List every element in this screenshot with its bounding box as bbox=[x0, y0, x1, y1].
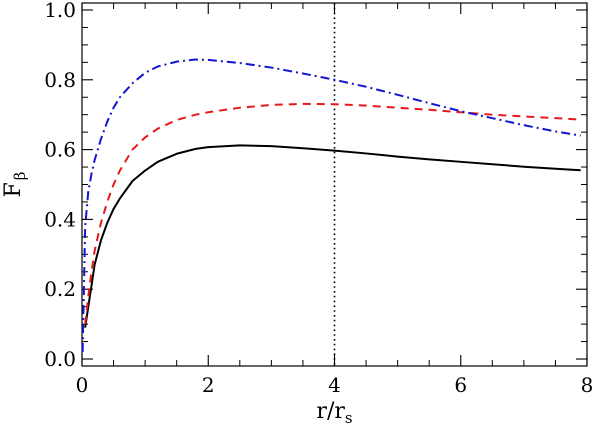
y-tick-label: 0.2 bbox=[44, 277, 76, 301]
y-tick-label: 0.4 bbox=[44, 207, 76, 231]
y-tick-label: 0.8 bbox=[44, 68, 76, 92]
x-tick-label: 2 bbox=[202, 373, 215, 397]
y-axis-label-main: F bbox=[1, 182, 26, 197]
x-tick-label: 8 bbox=[581, 373, 594, 397]
y-tick-label: 0.6 bbox=[44, 138, 76, 162]
x-axis-label-subscript: s bbox=[345, 409, 353, 427]
y-axis-label-subscript: β bbox=[11, 172, 29, 181]
x-tick-label: 6 bbox=[454, 373, 467, 397]
y-tick-label: 0.0 bbox=[44, 347, 76, 371]
series-line-1 bbox=[84, 144, 581, 328]
y-tick-label: 1.0 bbox=[44, 0, 76, 22]
x-tick-label: 4 bbox=[328, 373, 341, 397]
series-line-3 bbox=[81, 58, 581, 353]
series-line-2 bbox=[84, 102, 581, 325]
x-tick-label: 0 bbox=[76, 373, 89, 397]
tick-labels: 0 2 4 6 8 0.0 0.2 0.4 0.6 0.8 1.0 bbox=[44, 0, 593, 397]
data-series bbox=[81, 58, 581, 353]
x-axis-label-main: r/r bbox=[316, 399, 345, 424]
x-axis-label: r/rs bbox=[316, 399, 352, 427]
y-axis-label: Fβ bbox=[1, 172, 29, 198]
axis-ticks bbox=[81, 3, 588, 366]
